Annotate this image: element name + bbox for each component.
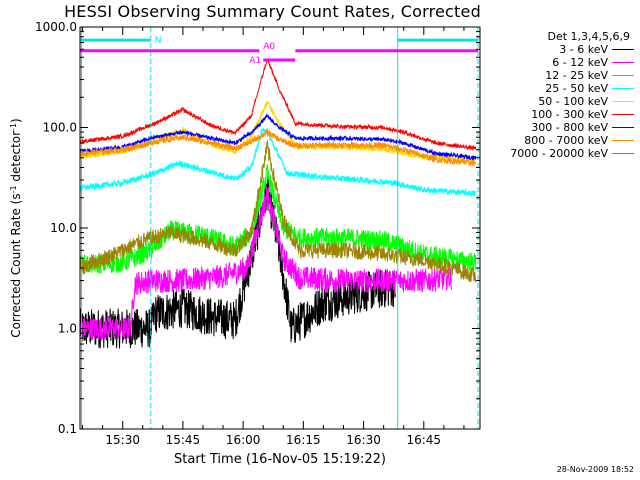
x-tick-label: 16:15 xyxy=(286,433,321,447)
legend-entry: 800 - 7000 keV xyxy=(484,134,634,147)
y-axis-label-part: detector xyxy=(9,131,23,186)
legend-entry-label: 800 - 7000 keV xyxy=(524,134,608,147)
series-line-9 xyxy=(79,140,477,283)
legend-entry: 12 - 25 keV xyxy=(484,69,634,82)
flag-label-a0: A0 xyxy=(263,42,275,52)
legend-swatch xyxy=(612,153,634,154)
series-line-6 xyxy=(79,58,477,152)
legend-entry-label: 25 - 50 keV xyxy=(545,82,608,95)
y-axis-label: Corrected Count Rate (s-1 detector-1) xyxy=(9,118,24,337)
legend-entry-label: 50 - 100 keV xyxy=(538,95,608,108)
legend-entry-label: 100 - 300 keV xyxy=(531,108,608,121)
series-line-4 xyxy=(79,127,477,198)
flag-label-n: N xyxy=(155,36,162,46)
x-tick-label: 16:30 xyxy=(346,433,381,447)
chart-title: HESSI Observing Summary Count Rates, Cor… xyxy=(64,2,481,21)
x-tick-label: 16:00 xyxy=(226,433,261,447)
y-tick-label: 1000.0 xyxy=(35,20,77,34)
y-tick-label: 0.1 xyxy=(58,422,77,436)
y-axis-label-part: -1 xyxy=(9,185,18,193)
legend-swatch xyxy=(612,88,634,89)
legend-swatch xyxy=(612,140,634,141)
y-tick-label: 10.0 xyxy=(50,221,77,235)
x-tick-label: 16:45 xyxy=(406,433,441,447)
legend-entry-label: 12 - 25 keV xyxy=(545,69,608,82)
legend-entry-label: 300 - 800 keV xyxy=(531,121,608,134)
y-axis-label-part: -1 xyxy=(9,123,18,131)
y-tick-label: 100.0 xyxy=(43,121,77,135)
legend-swatch xyxy=(612,62,634,63)
legend-entry-label: 6 - 12 keV xyxy=(552,56,608,69)
y-axis-label-part: Corrected Count Rate (s xyxy=(9,193,23,337)
series-line-1 xyxy=(79,173,396,349)
legend-entry: 25 - 50 keV xyxy=(484,82,634,95)
legend-entry: 50 - 100 keV xyxy=(484,95,634,108)
y-axis-label-part: ) xyxy=(9,118,23,123)
legend-entry: 6 - 12 keV xyxy=(484,56,634,69)
x-tick-label: 15:45 xyxy=(166,433,201,447)
series-line-7 xyxy=(79,112,477,161)
legend-entry-label: 7000 - 20000 keV xyxy=(510,147,608,160)
flag-label-a1: A1 xyxy=(249,56,261,66)
plot-frame xyxy=(79,26,481,430)
legend-entry: 300 - 800 keV xyxy=(484,121,634,134)
legend-entry-label: 3 - 6 keV xyxy=(559,43,608,56)
legend-title: Det 1,3,4,5,6,9 xyxy=(547,30,630,43)
x-tick-label: 15:30 xyxy=(105,433,140,447)
legend-swatch xyxy=(612,101,634,102)
legend-swatch xyxy=(612,114,634,115)
x-axis-label: Start Time (16-Nov-05 15:19:22) xyxy=(174,452,386,467)
legend-entry: 100 - 300 keV xyxy=(484,108,634,121)
legend-entry: 3 - 6 keV xyxy=(484,43,634,56)
legend-entry: 7000 - 20000 keV xyxy=(484,147,634,160)
legend: Det 1,3,4,5,6,9 3 - 6 keV 6 - 12 keV 12 - … xyxy=(484,30,634,160)
timestamp: 28-Nov-2009 18:52 xyxy=(556,465,634,474)
legend-swatch xyxy=(612,127,634,128)
series-line-8 xyxy=(79,127,477,168)
y-tick-label: 1.0 xyxy=(58,322,77,336)
legend-swatch xyxy=(612,49,634,50)
legend-swatch xyxy=(612,75,634,76)
series-line-2 xyxy=(79,186,453,341)
